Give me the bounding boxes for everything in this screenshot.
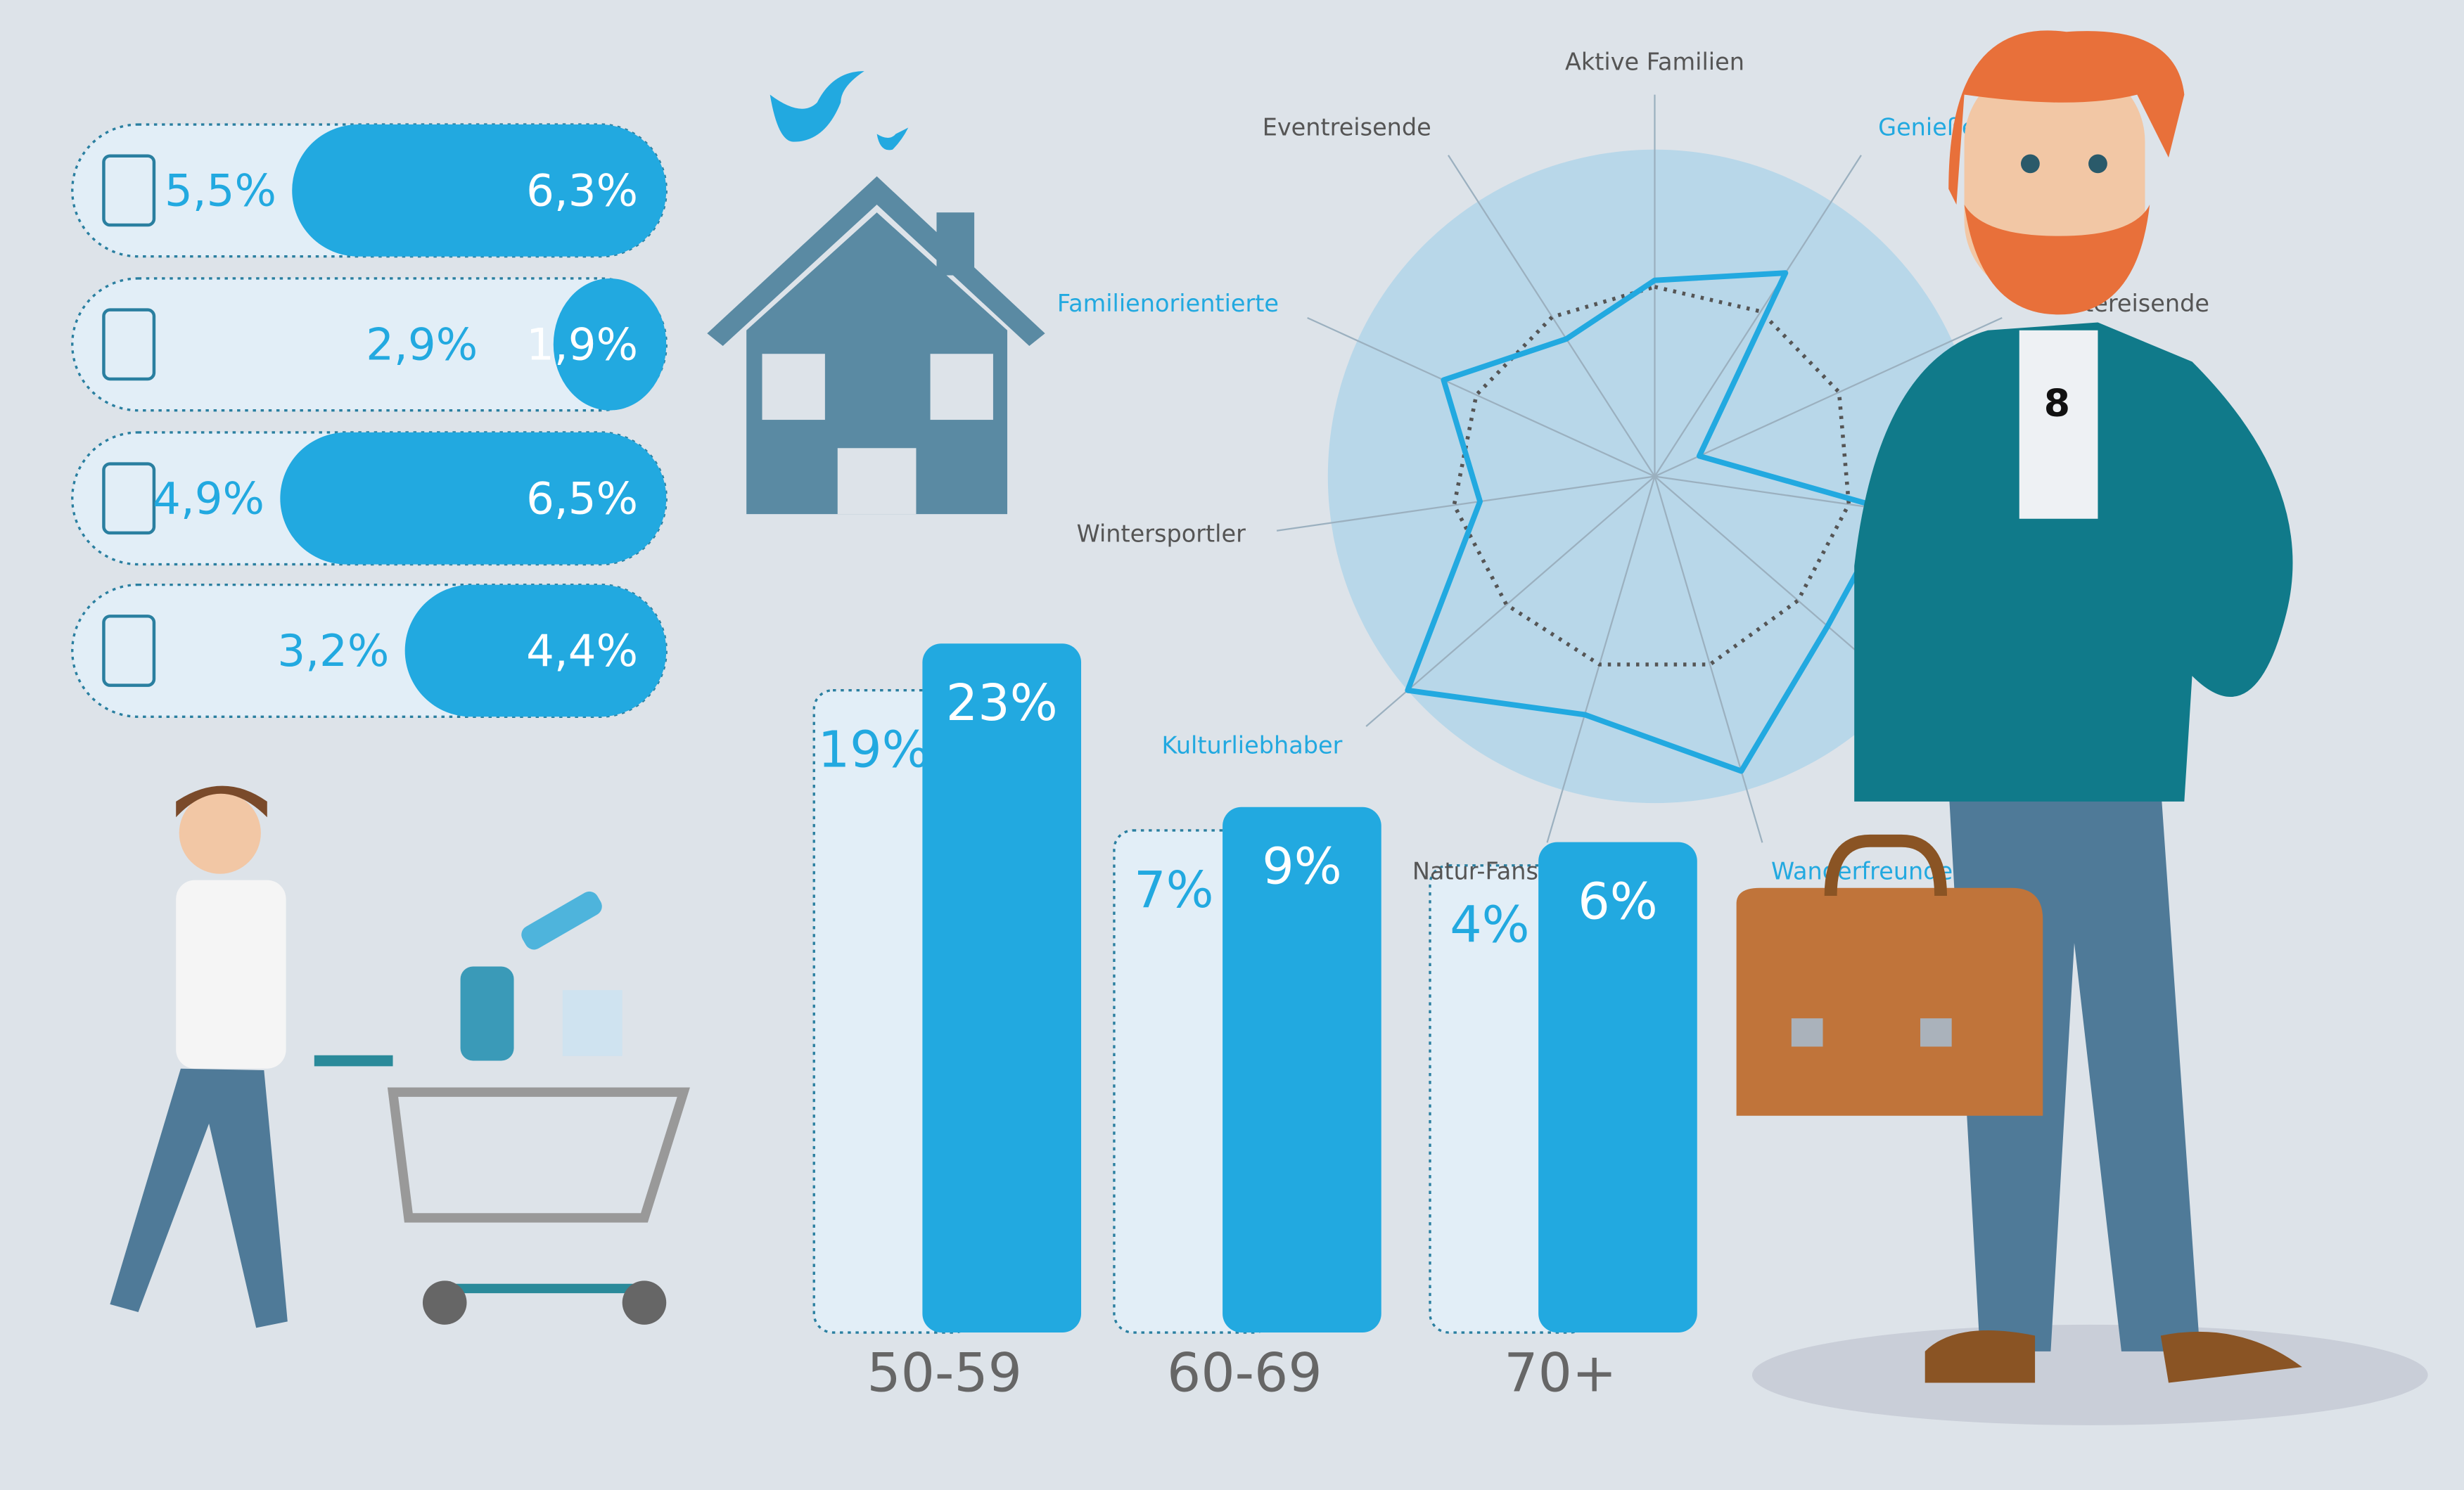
eye	[2020, 154, 2040, 174]
axis-label: Wanderfreunde	[1771, 858, 1953, 885]
boy-legs	[110, 1068, 288, 1328]
value-label: 5,5%	[165, 165, 276, 216]
spoke	[1654, 155, 1862, 477]
man-beard	[1964, 204, 2150, 315]
icon	[102, 154, 156, 227]
value-label: 4%	[1450, 896, 1529, 954]
bar	[292, 124, 667, 257]
cart	[387, 1087, 690, 1223]
value-label: 4,9%	[153, 473, 264, 524]
boy-hair	[176, 785, 267, 818]
value-label: 23%	[946, 674, 1058, 732]
spoke	[1365, 475, 1656, 727]
man-jacket	[1854, 322, 2293, 802]
house-window	[930, 354, 993, 420]
radar-line	[1405, 270, 1894, 774]
axis-label: Wintersportler	[1077, 520, 1246, 548]
value-label: 1,9%	[526, 319, 638, 370]
bird	[770, 71, 864, 142]
axis-label: Kulturliebhaber	[1162, 732, 1343, 759]
cart-wheel	[422, 1280, 467, 1325]
spoke	[1448, 155, 1656, 477]
x-tick-label: 50-59	[867, 1342, 1022, 1404]
icon	[102, 462, 156, 535]
house	[746, 212, 1008, 515]
value-label: 9%	[1262, 837, 1341, 896]
axis-label: Natur-Fans	[1412, 858, 1538, 885]
bar-chart: 19% 23% 50-59 7% 9% 60-69 4% 6% 70+	[812, 643, 1697, 1404]
spoke	[1546, 476, 1656, 843]
icon	[102, 615, 156, 687]
shirt-number: 8	[2044, 381, 2070, 425]
bar	[922, 643, 1082, 1333]
milk-carton	[562, 990, 623, 1056]
man-shirt	[2019, 330, 2098, 519]
briefcase-lock	[1920, 1018, 1952, 1047]
bar	[404, 584, 667, 717]
value-label: 2,9%	[366, 319, 478, 370]
pill-background	[71, 277, 668, 412]
man-hair	[1948, 30, 2185, 205]
icon	[102, 308, 156, 381]
house-window	[762, 354, 825, 420]
spoke	[1654, 316, 2003, 477]
pill-chart: 6,3% 5,5% 1,9% 2,9% 6,5% 4,9% 4,4% 3,2%	[71, 123, 668, 718]
house-roof	[707, 176, 1045, 347]
boy-head	[179, 792, 261, 874]
axis-label: Familienorientierte	[1057, 290, 1279, 317]
x-tick-label: 70+	[1504, 1342, 1616, 1404]
decorations	[110, 71, 1045, 1328]
briefcase	[1736, 887, 2043, 1116]
briefcase-handle	[1824, 834, 1947, 897]
value-label: 6,5%	[526, 473, 638, 524]
bar	[280, 432, 667, 565]
axis-label: Aktive Familien	[1565, 48, 1744, 75]
bar	[1223, 807, 1381, 1333]
spoke	[1307, 316, 1655, 477]
briefcase-lock	[1791, 1018, 1823, 1047]
spoke	[1654, 476, 1763, 843]
house-door	[837, 448, 917, 515]
spoke	[1276, 475, 1655, 532]
boy-shirt	[176, 880, 286, 1069]
shadow	[1751, 1324, 2428, 1425]
value-label: 3,2%	[277, 625, 389, 676]
value-label: 7%	[1134, 861, 1213, 919]
value-label: 6,3%	[526, 165, 638, 216]
cart-wheel	[622, 1280, 667, 1325]
bar	[1538, 842, 1697, 1333]
value-label: 19%	[818, 721, 930, 779]
axis-label: Eventreisende	[1263, 114, 1431, 141]
x-tick-label: 60-69	[1167, 1342, 1322, 1404]
value-label: 4,4%	[526, 625, 638, 676]
bottle	[460, 966, 514, 1061]
bird	[876, 127, 909, 150]
man-shoes	[1924, 1330, 2302, 1383]
house-chimney	[936, 212, 975, 276]
eye	[2088, 154, 2107, 174]
value-label: 6%	[1578, 872, 1657, 930]
toothpaste	[521, 891, 602, 950]
man-figure: 8	[1736, 30, 2428, 1425]
bar	[553, 278, 667, 411]
